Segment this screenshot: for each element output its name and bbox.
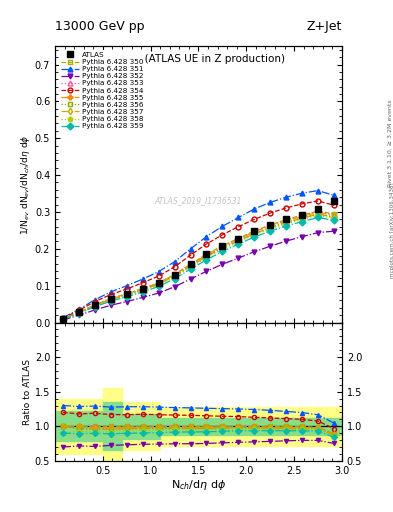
Y-axis label: 1/N$_{ev}$ dN$_{ev}$/dN$_{ch}$/d$\eta$ d$\phi$: 1/N$_{ev}$ dN$_{ev}$/dN$_{ch}$/d$\eta$ d… [19,134,32,234]
Text: mcplots.cern.ch [arXiv:1306.3436]: mcplots.cern.ch [arXiv:1306.3436] [390,183,393,278]
Text: 13000 GeV pp: 13000 GeV pp [55,20,145,33]
Y-axis label: Ratio to ATLAS: Ratio to ATLAS [23,359,32,424]
Text: Z+Jet: Z+Jet [307,20,342,33]
X-axis label: N$_{ch}$/d$\eta$ d$\phi$: N$_{ch}$/d$\eta$ d$\phi$ [171,478,226,493]
Text: Rivet 3.1.10, ≥ 3.2M events: Rivet 3.1.10, ≥ 3.2M events [387,99,392,187]
Legend: ATLAS, Pythia 6.428 350, Pythia 6.428 351, Pythia 6.428 352, Pythia 6.428 353, P: ATLAS, Pythia 6.428 350, Pythia 6.428 35… [59,50,145,132]
Text: ATLAS_2019_I1736531: ATLAS_2019_I1736531 [155,197,242,205]
Text: <pT> (ATLAS UE in Z production): <pT> (ATLAS UE in Z production) [112,54,285,65]
